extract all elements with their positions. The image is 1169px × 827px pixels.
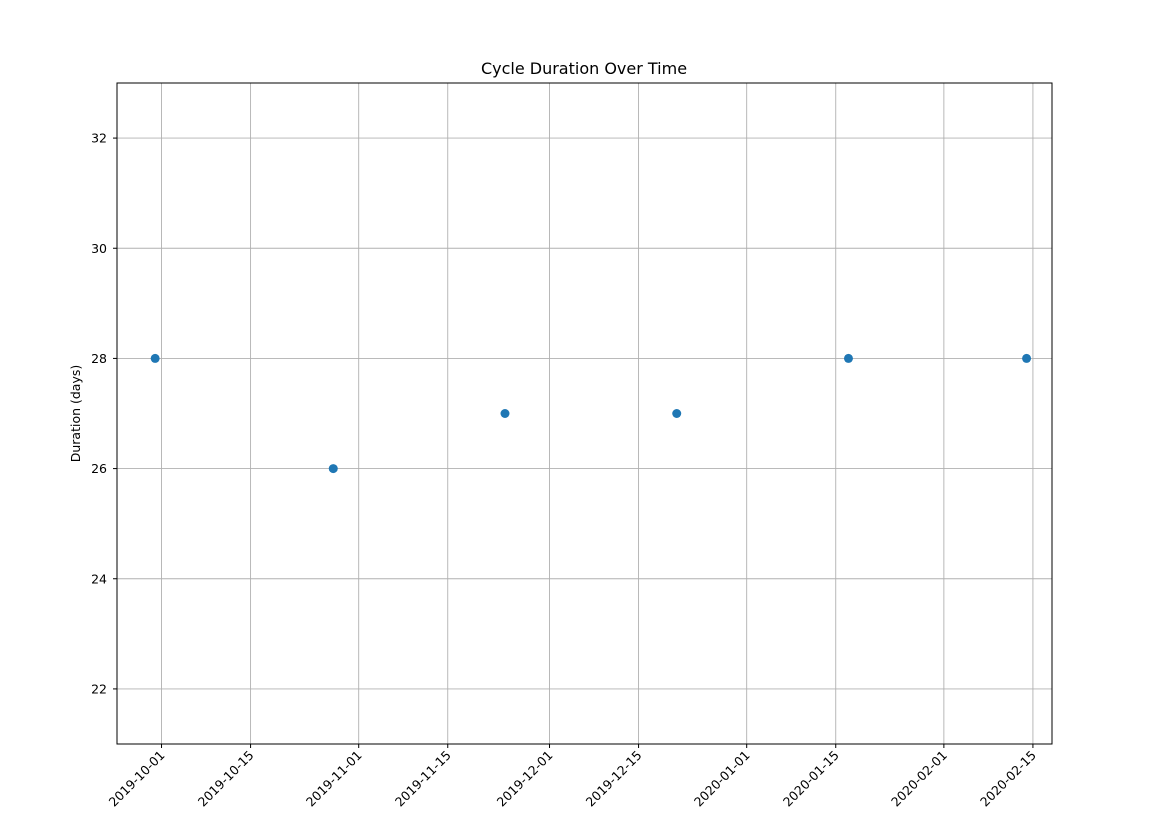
chart-title: Cycle Duration Over Time [481, 59, 687, 78]
data-point [843, 353, 853, 363]
y-tick-label: 30 [91, 241, 107, 256]
data-point [1022, 353, 1032, 363]
data-point [328, 464, 338, 474]
scatter-points [150, 353, 1032, 474]
y-tick-label: 26 [91, 461, 107, 476]
grid [117, 83, 1052, 744]
data-point [500, 409, 510, 418]
y-axis-label: Duration (days) [68, 365, 83, 463]
data-point [150, 353, 160, 363]
y-tick-label: 24 [91, 571, 107, 586]
y-tick-label: 22 [91, 681, 107, 696]
axes-frame [116, 82, 1053, 745]
data-point [672, 409, 682, 418]
y-tick-label: 28 [91, 351, 107, 366]
y-tick-label: 32 [91, 131, 107, 146]
